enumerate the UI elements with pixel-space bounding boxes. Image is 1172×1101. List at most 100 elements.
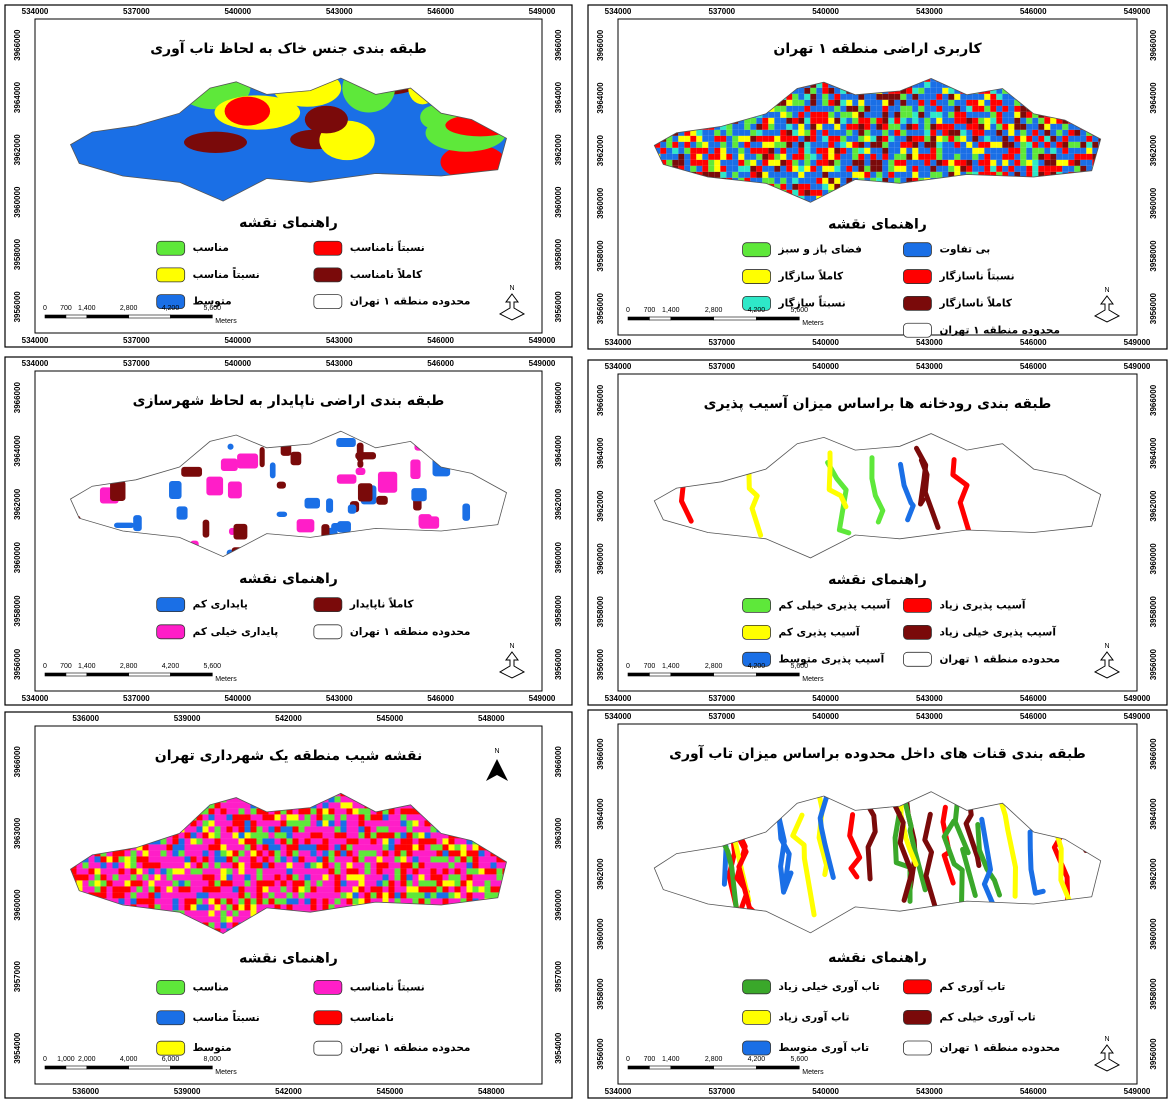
raster-cell [960, 160, 966, 166]
raster-cell [780, 178, 786, 184]
raster-cell [286, 826, 292, 832]
raster-cell [346, 826, 352, 832]
x-coordinate-label: 534000 [605, 362, 632, 371]
raster-cell [900, 124, 906, 130]
raster-cell [738, 124, 744, 130]
raster-cell [1062, 160, 1068, 166]
raster-cell [202, 826, 208, 832]
raster-cell [708, 160, 714, 166]
raster-cell [484, 856, 490, 862]
legend-label: پایداری خیلی کم [193, 626, 279, 638]
raster-cell [232, 862, 238, 868]
raster-cell [100, 874, 106, 880]
raster-cell [798, 100, 804, 106]
raster-cell [858, 100, 864, 106]
raster-cell [786, 130, 792, 136]
raster-cell [822, 148, 828, 154]
raster-cell [912, 106, 918, 112]
raster-cell [412, 820, 418, 826]
raster-cell [846, 154, 852, 160]
raster-cell [106, 862, 112, 868]
raster-cell [936, 118, 942, 124]
raster-cell [310, 898, 316, 904]
raster-cell [202, 862, 208, 868]
raster-cell [298, 808, 304, 814]
raster-cell [828, 94, 834, 100]
raster-cell [942, 130, 948, 136]
raster-cell [912, 130, 918, 136]
raster-cell [930, 154, 936, 160]
scale-label: 2,800 [120, 663, 138, 670]
legend-swatch [743, 270, 771, 284]
raster-cell [376, 874, 382, 880]
scale-label: 0 [626, 307, 630, 314]
raster-cell [1062, 166, 1068, 172]
raster-cell [834, 106, 840, 112]
raster-cell [238, 904, 244, 910]
scale-label: 2,800 [120, 305, 138, 312]
raster-cell [304, 850, 310, 856]
raster-cell [774, 112, 780, 118]
raster-cell [430, 886, 436, 892]
raster-cell [352, 802, 358, 808]
raster-cell [238, 814, 244, 820]
raster-cell [478, 874, 484, 880]
raster-cell [1032, 166, 1038, 172]
raster-cell [388, 826, 394, 832]
land-patch [348, 504, 356, 513]
raster-cell [1008, 166, 1014, 172]
raster-cell [774, 166, 780, 172]
raster-cell [400, 892, 406, 898]
raster-cell [346, 868, 352, 874]
raster-cell [864, 148, 870, 154]
raster-cell [304, 868, 310, 874]
legend-swatch [903, 598, 931, 612]
scale-segment [714, 673, 757, 676]
raster-cell [124, 892, 130, 898]
raster-cell [346, 808, 352, 814]
raster-cell [990, 130, 996, 136]
raster-cell [846, 106, 852, 112]
raster-cell [358, 892, 364, 898]
raster-cell [1056, 136, 1062, 142]
raster-cell [466, 850, 472, 856]
raster-cell [948, 154, 954, 160]
raster-cell [394, 814, 400, 820]
y-coordinate-label: 3960000 [554, 542, 563, 574]
raster-cell [214, 868, 220, 874]
raster-cell [786, 178, 792, 184]
raster-cell [184, 832, 190, 838]
raster-cell [262, 892, 268, 898]
y-coordinate-label: 3962000 [1149, 858, 1158, 890]
raster-cell [900, 118, 906, 124]
raster-cell [936, 106, 942, 112]
raster-cell [888, 136, 894, 142]
raster-cell [172, 892, 178, 898]
raster-cell [750, 142, 756, 148]
raster-cell [918, 172, 924, 178]
raster-cell [334, 820, 340, 826]
raster-cell [948, 106, 954, 112]
raster-cell [870, 100, 876, 106]
raster-cell [226, 880, 232, 886]
raster-cell [160, 898, 166, 904]
land-patch [297, 519, 315, 532]
raster-cell [268, 838, 274, 844]
raster-cell [208, 808, 214, 814]
raster-cell [858, 166, 864, 172]
raster-cell [334, 880, 340, 886]
raster-cell [340, 856, 346, 862]
raster-cell [364, 886, 370, 892]
raster-cell [816, 124, 822, 130]
raster-cell [672, 148, 678, 154]
raster-cell [978, 148, 984, 154]
raster-cell [798, 148, 804, 154]
raster-cell [882, 172, 888, 178]
raster-cell [154, 880, 160, 886]
raster-cell [478, 886, 484, 892]
raster-cell [340, 886, 346, 892]
raster-cell [400, 886, 406, 892]
raster-cell [1002, 160, 1008, 166]
scale-label: 4,200 [162, 663, 180, 670]
raster-cell [340, 838, 346, 844]
